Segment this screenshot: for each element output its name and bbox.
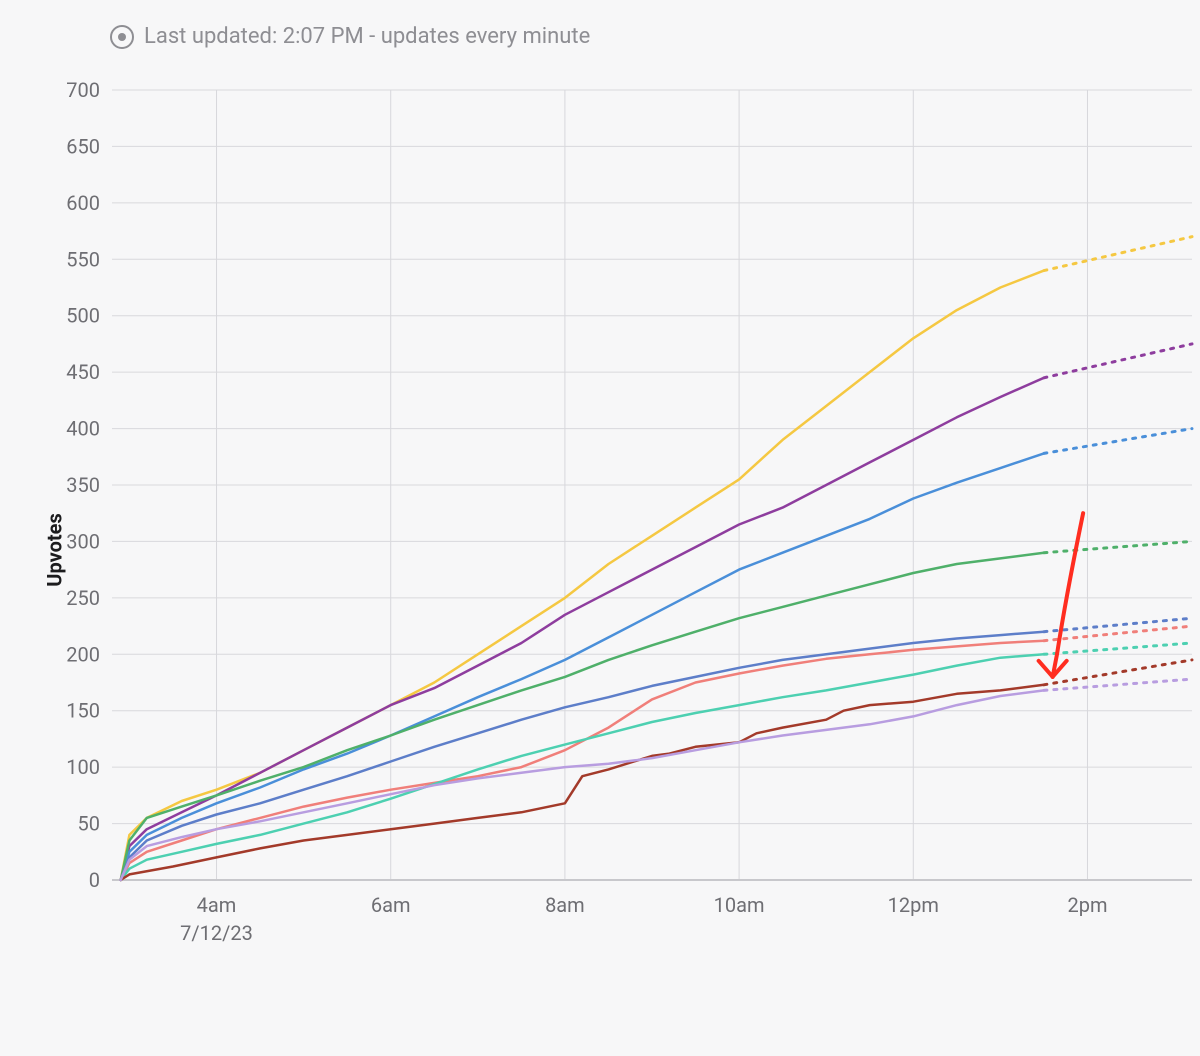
series-forecast-blue — [1044, 429, 1192, 454]
x-tick-label: 4am — [197, 893, 237, 917]
y-tick-label: 700 — [66, 78, 100, 102]
y-tick-label: 300 — [66, 529, 100, 553]
series-line-green — [121, 553, 1044, 880]
status-text: Last updated: 2:07 PM - updates every mi… — [144, 24, 590, 49]
y-axis-label: Upvotes — [43, 513, 67, 586]
y-tick-label: 350 — [66, 473, 100, 497]
live-indicator-icon — [110, 25, 134, 49]
series-line-blue — [121, 453, 1044, 880]
chart-svg: 0501001502002503003504004505005506006507… — [112, 90, 1192, 940]
x-tick-label: 6am — [371, 893, 411, 917]
status-header: Last updated: 2:07 PM - updates every mi… — [110, 24, 590, 49]
series-line-darkred — [121, 685, 1044, 880]
series-line-lavender — [121, 690, 1044, 880]
y-tick-label: 600 — [66, 191, 100, 215]
y-tick-label: 50 — [78, 812, 100, 836]
series-forecast-purple — [1044, 344, 1192, 378]
series-forecast-midblue — [1044, 618, 1192, 632]
x-tick-label: 10am — [714, 893, 765, 917]
y-tick-label: 0 — [89, 868, 100, 892]
x-tick-label: 2pm — [1067, 893, 1107, 917]
chart-container: Upvotes 05010015020025030035040045050055… — [0, 80, 1200, 1020]
series-forecast-green — [1044, 541, 1192, 552]
y-tick-label: 150 — [66, 699, 100, 723]
y-tick-label: 550 — [66, 247, 100, 271]
y-tick-label: 400 — [66, 417, 100, 441]
series-forecast-yellow — [1044, 237, 1192, 271]
y-tick-label: 450 — [66, 360, 100, 384]
x-tick-label: 8am — [545, 893, 585, 917]
x-tick-label: 12pm — [888, 893, 939, 917]
y-tick-label: 250 — [66, 586, 100, 610]
y-tick-label: 200 — [66, 642, 100, 666]
y-tick-label: 100 — [66, 755, 100, 779]
chart-plot-area: 0501001502002503003504004505005506006507… — [112, 90, 1192, 940]
y-tick-label: 650 — [66, 134, 100, 158]
y-tick-label: 500 — [66, 304, 100, 328]
series-forecast-teal — [1044, 643, 1192, 654]
date-label: 7/12/23 — [180, 921, 253, 945]
annotation-arrow-head — [1039, 661, 1053, 677]
